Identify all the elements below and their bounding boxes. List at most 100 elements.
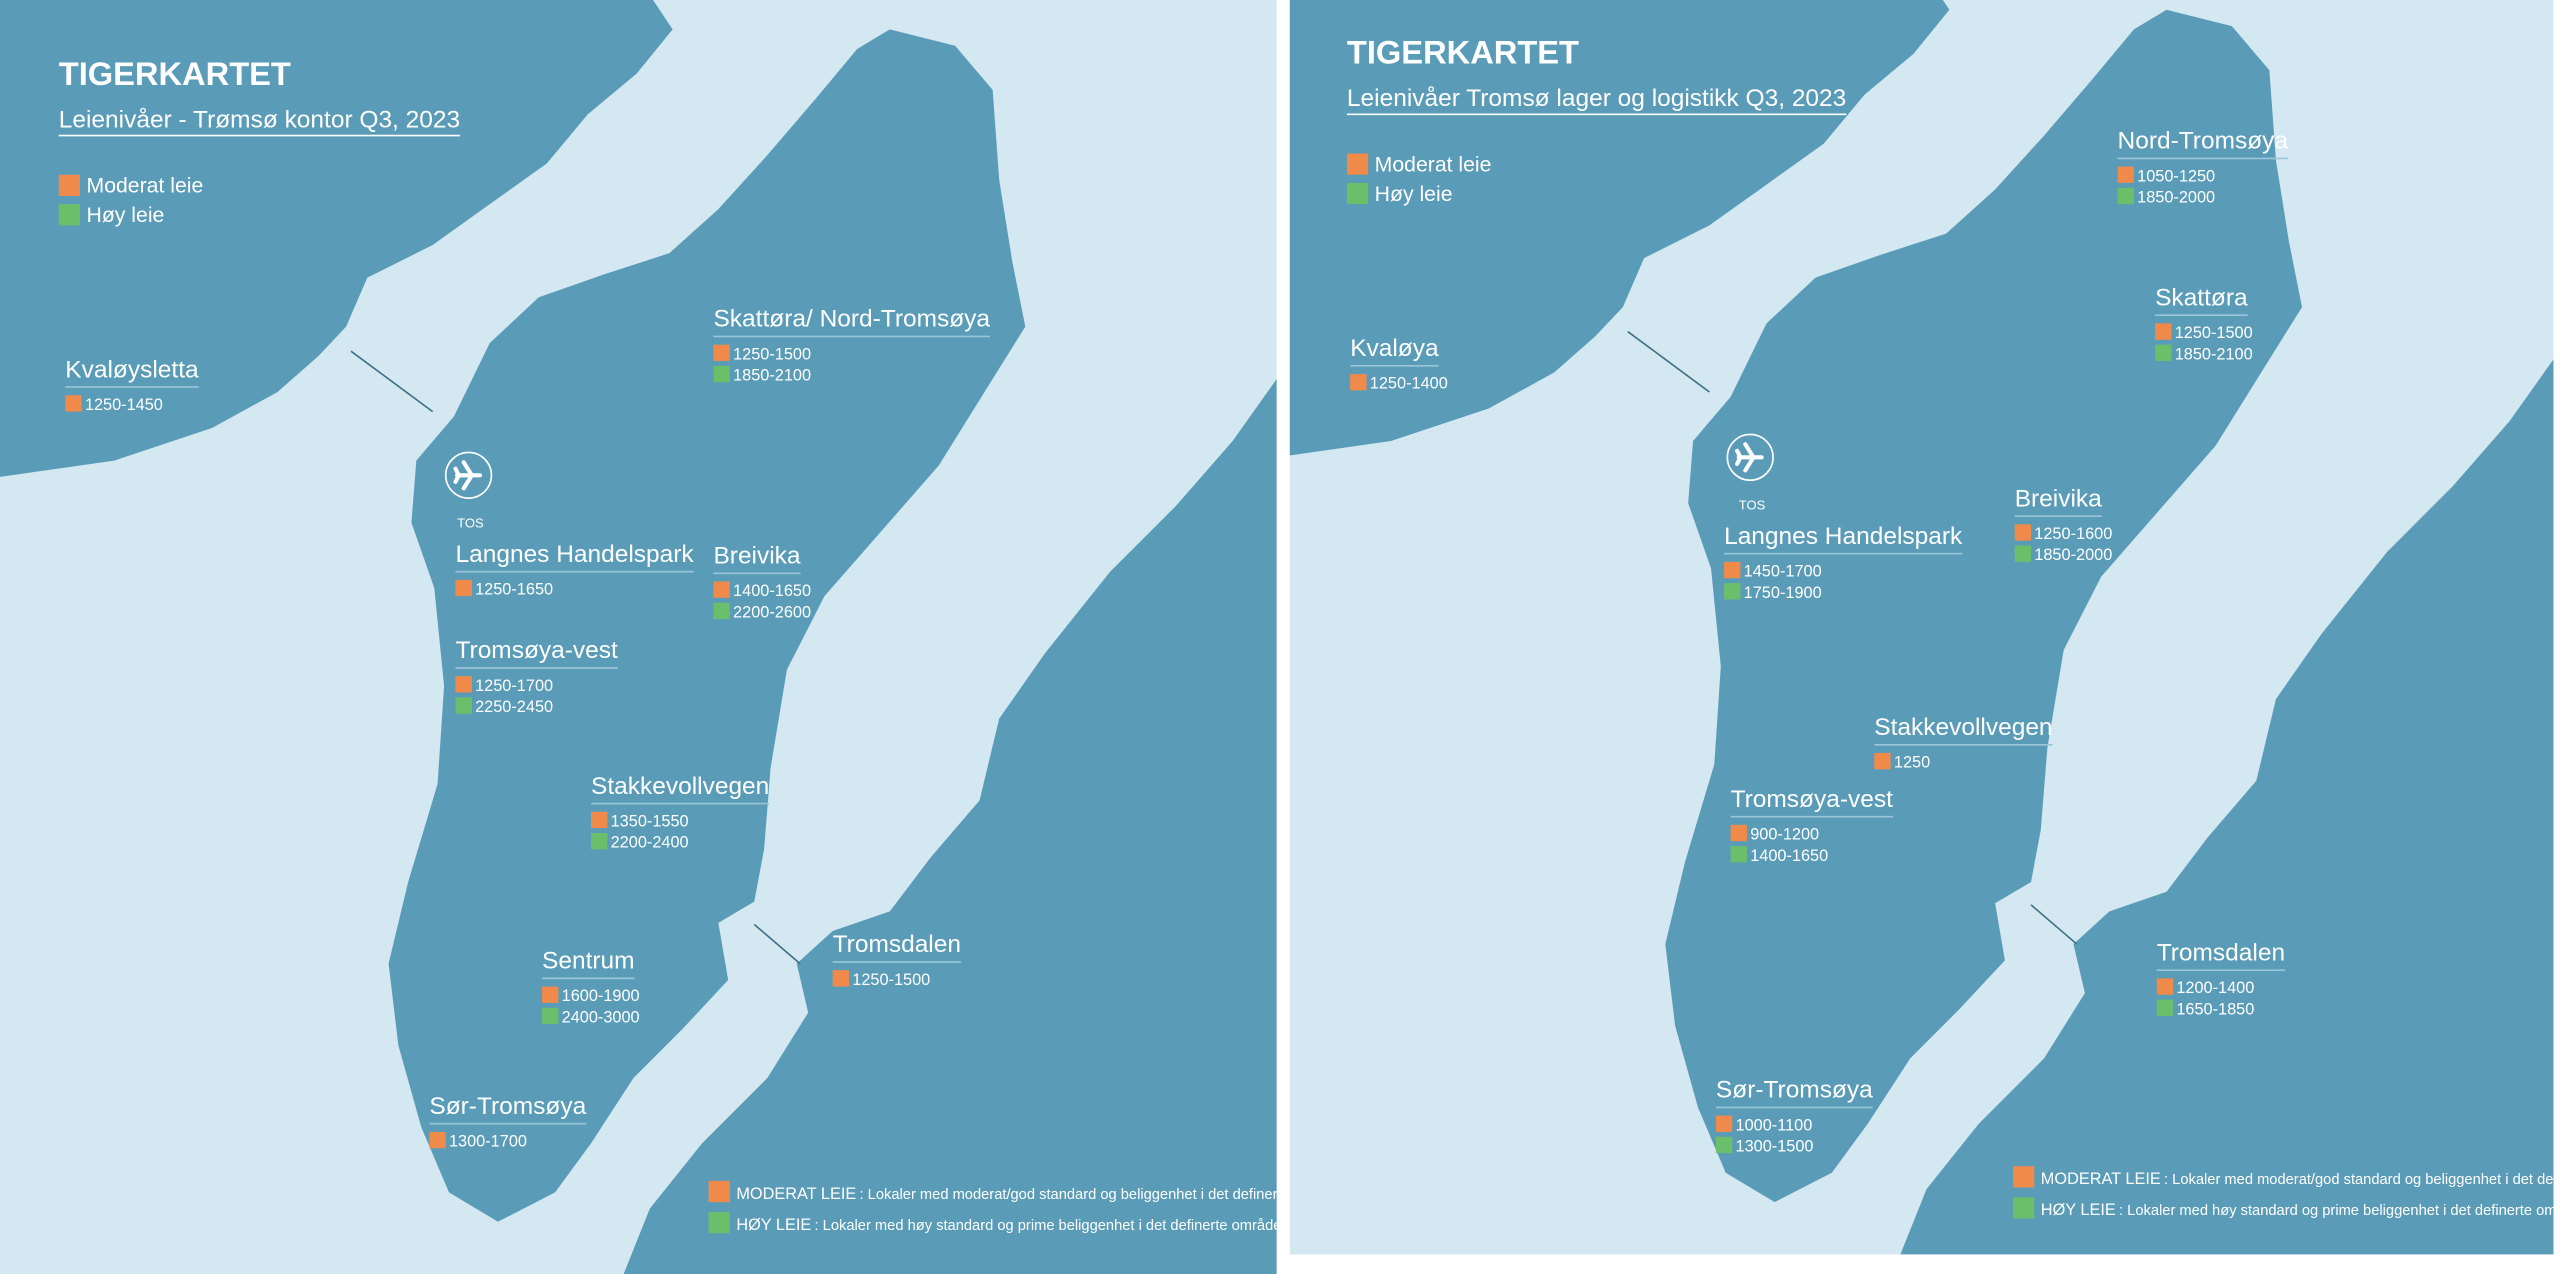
rent-swatch — [1724, 561, 1741, 579]
rent-range: 1250-1700 — [475, 677, 553, 695]
rent-swatch — [2014, 545, 2032, 562]
rent-swatch — [2117, 187, 2134, 205]
airport-icon — [444, 451, 493, 499]
rent-range: 1850-2000 — [2137, 189, 2215, 207]
rent-range: 1300-1700 — [449, 1133, 527, 1151]
map-title: TIGERKARTET — [1347, 34, 1579, 71]
rent-range: 1850-2100 — [2175, 345, 2253, 363]
location-name: Tromsdalen — [2157, 939, 2285, 966]
airport-icon — [1726, 433, 1774, 482]
rent-range: 1250-1500 — [733, 345, 811, 363]
rent-swatch — [713, 581, 730, 598]
rent-swatch — [1874, 752, 1891, 770]
rent-swatch — [1730, 846, 1747, 863]
rent-range: 1850-2100 — [733, 367, 811, 385]
location-name: Sør-Tromsøya — [429, 1093, 586, 1120]
rent-swatch — [455, 697, 472, 714]
rent-range: 1400-1650 — [733, 582, 811, 600]
location-name: Breivika — [713, 542, 800, 569]
rent-range: 2200-2600 — [733, 603, 811, 621]
rent-range: 1600-1900 — [562, 987, 640, 1005]
note-term: MODERAT LEIE — [2041, 1170, 2161, 1188]
airplane — [1735, 442, 1764, 473]
location-name: Tromsøya-vest — [1731, 786, 1893, 813]
rent-range: 1250-1500 — [852, 971, 930, 989]
rent-swatch — [713, 344, 730, 361]
airport-code: TOS — [457, 516, 484, 531]
rent-swatch — [591, 833, 608, 850]
rent-swatch — [455, 579, 472, 597]
rent-swatch — [713, 365, 730, 383]
note-swatch — [2013, 1166, 2035, 1188]
location-name: Tromsdalen — [833, 931, 961, 958]
rent-swatch — [455, 676, 472, 693]
rent-swatch — [1350, 374, 1367, 391]
rent-swatch — [2155, 344, 2172, 361]
map-subtitle: Leienivåer - Trømsø kontor Q3, 2023 — [59, 106, 460, 133]
note: MODERAT LEIE: Lokaler med moderat/god st… — [736, 1185, 1351, 1203]
rent-range: 1400-1650 — [1750, 847, 1828, 865]
location-name: Stakkevollvegen — [591, 773, 769, 800]
rent-range: 1350-1550 — [611, 812, 689, 830]
rent-range: 1250-1400 — [1370, 375, 1448, 393]
rent-swatch — [2156, 978, 2174, 995]
note-text: : Lokaler med høy standard og prime beli… — [2119, 1203, 2560, 1219]
legend-label: Moderat leie — [1375, 153, 1492, 176]
location-name: Kvaløya — [1350, 335, 1439, 362]
rent-range: 1250-1450 — [85, 396, 163, 414]
location-name: Langnes Handelspark — [456, 541, 695, 568]
legend-label: Moderat leie — [87, 175, 204, 198]
rent-range: 1000-1100 — [1736, 1116, 1813, 1134]
location-name: Kvaløysletta — [65, 356, 199, 383]
location-name: Sør-Tromsøya — [1716, 1077, 1873, 1104]
note-text: : Lokaler med moderat/god standard og be… — [2164, 1172, 2560, 1188]
legend-swatch — [1346, 153, 1369, 175]
rent-swatch — [713, 602, 730, 620]
location-name: Stakkevollvegen — [1874, 714, 2052, 741]
location-name: Tromsøya-vest — [456, 637, 618, 664]
rent-swatch — [429, 1131, 446, 1149]
location-name: Skattøra — [2155, 284, 2248, 311]
rent-swatch — [2156, 999, 2174, 1016]
note-text: : Lokaler med moderat/god standard og be… — [860, 1187, 1352, 1203]
legend-label: Høy leie — [87, 204, 165, 227]
note-text: : Lokaler med høy standard og prime beli… — [815, 1218, 1290, 1234]
rent-swatch — [832, 970, 849, 987]
map-subtitle: Leienivåer Tromsø lager og logistikk Q3,… — [1347, 85, 1846, 112]
rent-swatch — [1715, 1136, 1733, 1154]
rent-range: 1050-1250 — [2137, 167, 2215, 185]
location-name: Sentrum — [542, 948, 635, 975]
rent-swatch — [591, 811, 608, 829]
note: HØY LEIE: Lokaler med høy standard og pr… — [2041, 1201, 2560, 1219]
location-name: Skattøra/ Nord-Tromsøya — [713, 306, 990, 333]
note-swatch — [708, 1180, 730, 1203]
rent-range: 1750-1900 — [1744, 584, 1822, 602]
rent-range: 2200-2400 — [611, 834, 689, 852]
rent-range: 1850-2000 — [2034, 546, 2112, 564]
rent-swatch — [65, 395, 82, 412]
airport-code: TOS — [1739, 498, 1766, 513]
legend-swatch — [58, 204, 80, 226]
note-swatch — [708, 1211, 730, 1234]
rent-swatch — [2155, 323, 2172, 340]
legend-swatch — [58, 174, 80, 196]
note-term: MODERAT LEIE — [736, 1185, 856, 1203]
legend-label: Høy leie — [1375, 183, 1453, 206]
note: MODERAT LEIE: Lokaler med moderat/god st… — [2041, 1170, 2560, 1188]
rent-range: 1250-1600 — [2034, 525, 2112, 543]
rent-swatch — [1730, 824, 1747, 842]
location-name: Nord-Tromsøya — [2118, 128, 2289, 155]
rent-range: 1450-1700 — [1744, 563, 1822, 581]
rent-range: 2400-3000 — [562, 1008, 640, 1026]
rent-swatch — [2117, 166, 2134, 183]
map-panel: TIGERKARTET Leienivåer Tromsø lager og lo… — [1289, 0, 2560, 1256]
note-term: HØY LEIE — [736, 1216, 811, 1234]
map-title: TIGERKARTET — [59, 55, 291, 92]
map-panel: TIGERKARTET Leienivåer - Trømsø kontor Q3… — [0, 0, 1351, 1274]
rent-range: 1250-1650 — [475, 581, 553, 599]
rent-range: 1250 — [1894, 754, 1930, 772]
rent-swatch — [2014, 524, 2032, 541]
rent-range: 1300-1500 — [1736, 1137, 1814, 1155]
note-term: HØY LEIE — [2041, 1201, 2116, 1219]
